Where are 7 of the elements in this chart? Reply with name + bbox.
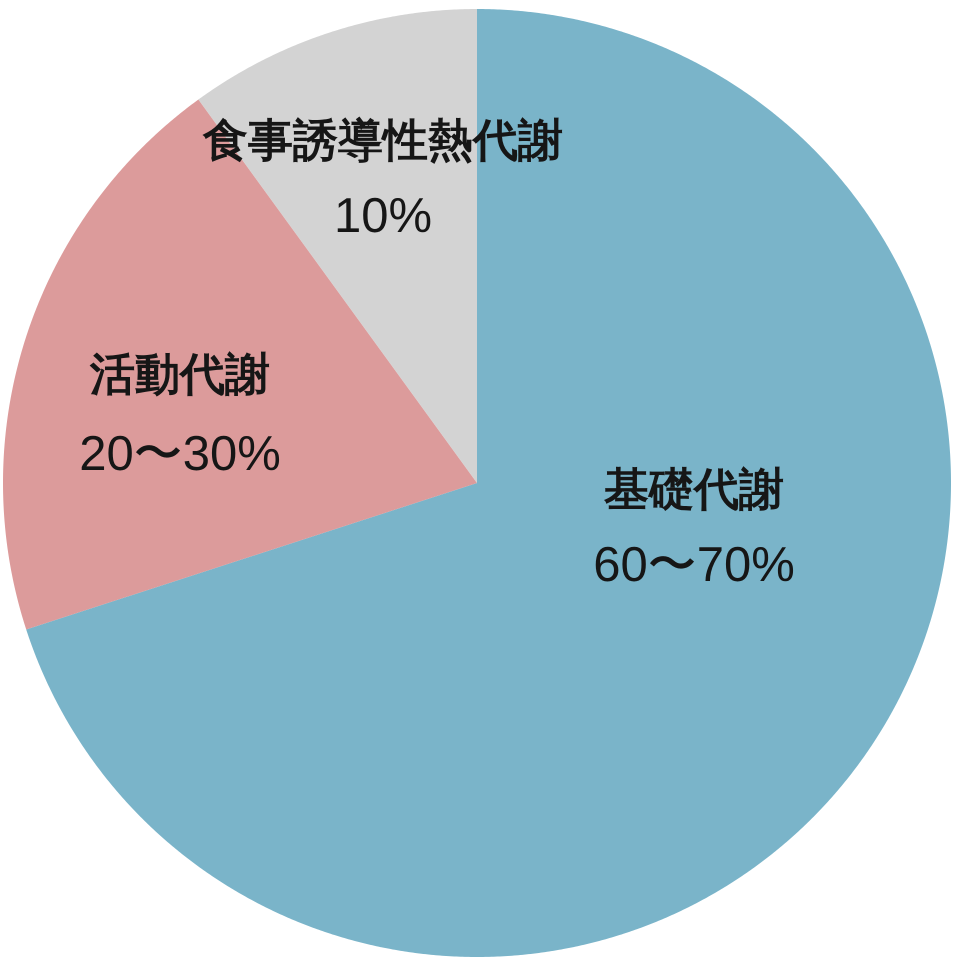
- slice-label: 基礎代謝: [603, 464, 784, 514]
- slice-label: 活動代謝: [89, 348, 270, 400]
- data-label: 60〜70%: [593, 538, 795, 592]
- data-label: 10%: [334, 189, 432, 243]
- pie-slice: [26, 9, 951, 957]
- slice-label: 食事誘導性熱代謝: [202, 114, 563, 166]
- data-label: 20〜30%: [79, 427, 281, 481]
